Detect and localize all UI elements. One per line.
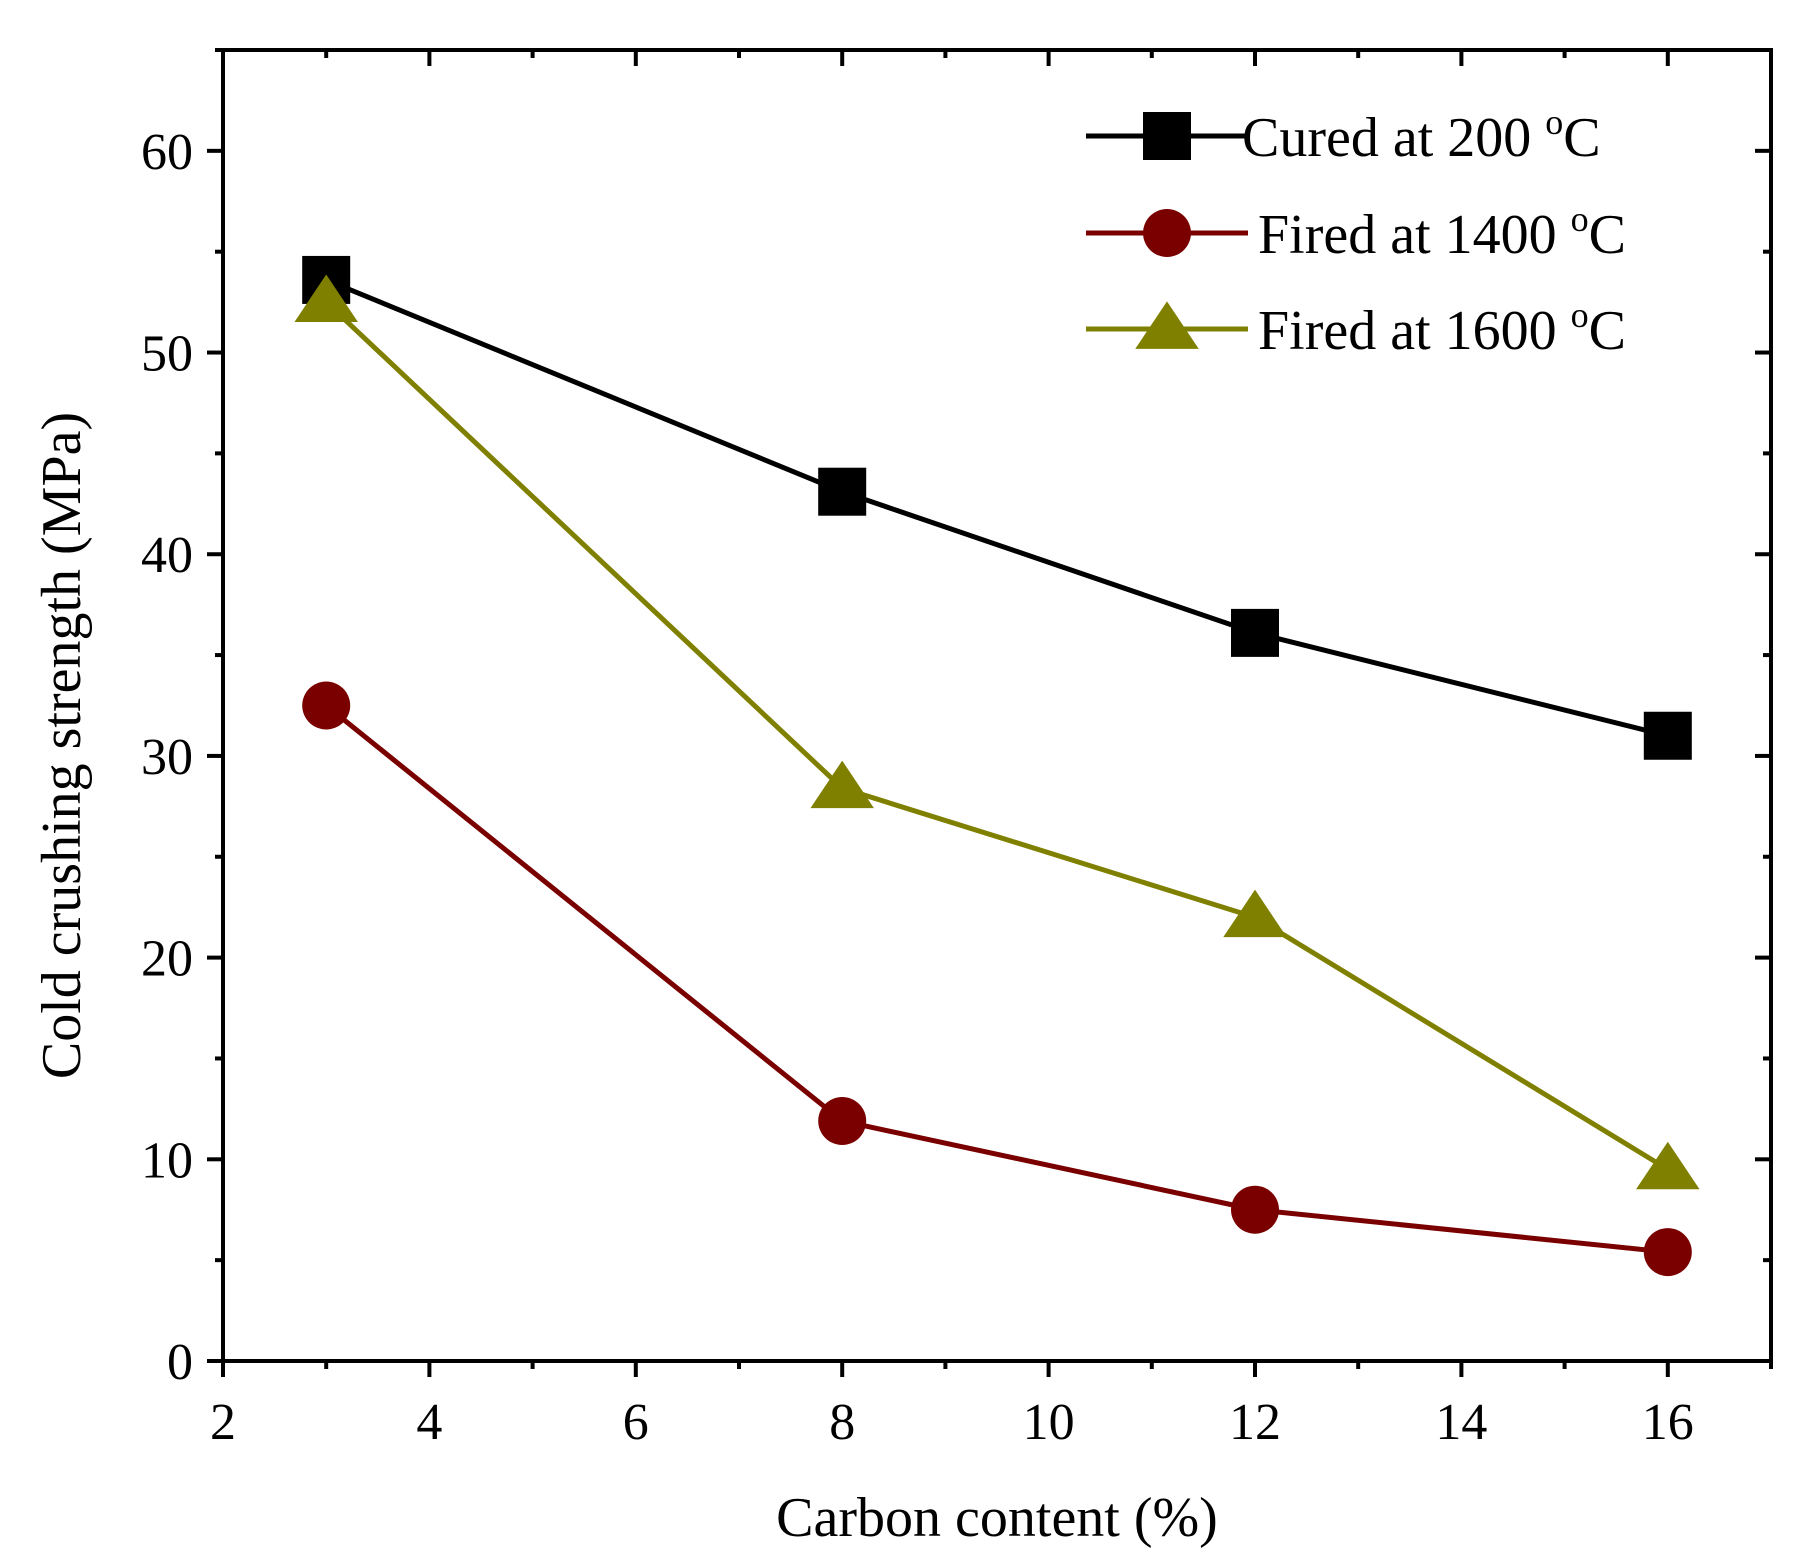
series-line bbox=[324, 300, 1670, 1172]
x-tick-label: 10 bbox=[1023, 1394, 1075, 1451]
y-tick-label: 40 bbox=[141, 527, 193, 584]
legend: Cured at 200 oC Fired at 1400 oC Fired at … bbox=[1086, 102, 1626, 362]
data-point bbox=[294, 274, 358, 322]
legend-item: Fired at 1600 oC bbox=[1086, 295, 1626, 362]
legend-item: Cured at 200 oC bbox=[1086, 102, 1601, 169]
plot-frame bbox=[221, 48, 1773, 1363]
data-point bbox=[1636, 1141, 1700, 1190]
data-point bbox=[1223, 889, 1287, 938]
data-point bbox=[810, 760, 874, 809]
data-point bbox=[1643, 711, 1692, 760]
y-tick-label: 0 bbox=[167, 1334, 193, 1391]
y-tick-label: 50 bbox=[141, 326, 193, 383]
data-point bbox=[818, 467, 867, 516]
y-axis-title: Cold crushing strength (MPa) bbox=[31, 412, 93, 1079]
x-tick-label: 8 bbox=[829, 1394, 855, 1451]
series-3 bbox=[294, 274, 1700, 1190]
axes-layer: 2 4 6 8 10 12 14 16 0 10 20 30 40 50 60 bbox=[141, 48, 1773, 1451]
series-line bbox=[325, 277, 1669, 739]
data-point bbox=[818, 1096, 867, 1145]
legend-label: Fired at 1400 oC bbox=[1258, 199, 1626, 266]
x-tick-label: 6 bbox=[623, 1394, 649, 1451]
data-point bbox=[302, 681, 351, 730]
legend-item: Fired at 1400 oC bbox=[1086, 199, 1626, 266]
legend-marker bbox=[1143, 112, 1191, 160]
series-2 bbox=[302, 681, 1692, 1277]
y-tick-label: 20 bbox=[141, 931, 193, 988]
x-tick-label: 14 bbox=[1435, 1394, 1487, 1451]
x-tick-label: 16 bbox=[1642, 1394, 1694, 1451]
series-layer bbox=[294, 255, 1700, 1277]
series-line bbox=[324, 703, 1669, 1255]
data-point bbox=[1231, 608, 1279, 657]
legend-marker bbox=[1143, 209, 1191, 257]
y-tick-label: 60 bbox=[141, 124, 193, 181]
legend-label: Cured at 200 oC bbox=[1242, 102, 1601, 169]
data-point bbox=[1231, 1185, 1279, 1234]
data-point bbox=[1643, 1228, 1692, 1277]
series-1 bbox=[302, 255, 1692, 760]
legend-marker bbox=[1135, 301, 1199, 349]
x-tick-label: 2 bbox=[210, 1394, 236, 1451]
x-tick-label: 4 bbox=[416, 1394, 442, 1451]
x-axis-title: Carbon content (%) bbox=[776, 1487, 1218, 1549]
x-tick-label: 12 bbox=[1229, 1394, 1281, 1451]
legend-label: Fired at 1600 oC bbox=[1258, 295, 1626, 362]
y-tick-label: 10 bbox=[141, 1132, 193, 1189]
y-tick-label: 30 bbox=[141, 729, 193, 786]
